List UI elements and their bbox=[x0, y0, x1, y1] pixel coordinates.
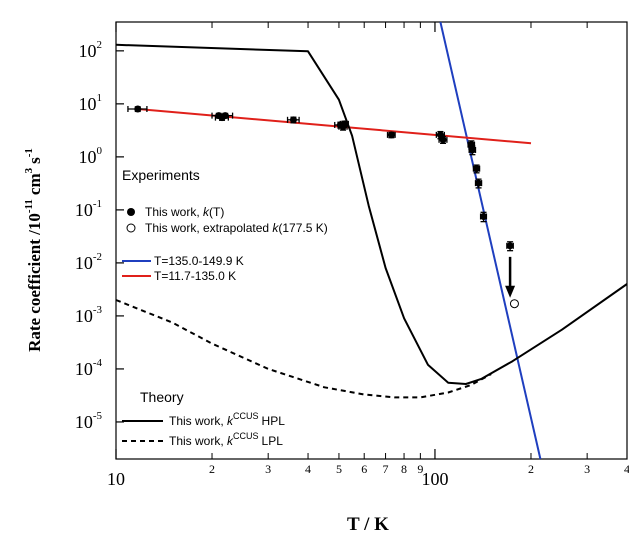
series-line-5 bbox=[115, 299, 492, 399]
x-minor-tick-label: 3 bbox=[584, 462, 590, 476]
data-points bbox=[127, 105, 519, 309]
legend-experiments: Experiments This work, k(T) This work, e… bbox=[122, 167, 328, 235]
legend-theory: Theory This work, kCCUS HPL This work, kC… bbox=[122, 389, 285, 448]
y-tick-label: 101 bbox=[79, 92, 103, 114]
y-tick-label: 100 bbox=[79, 145, 103, 167]
axis-ticks: 10 100 2 3 4 5 6 7 8 9 2 3 4 102 101 100 10-1 10-2 10-3 10-… bbox=[75, 22, 629, 489]
y-tick-label: 10-5 bbox=[75, 410, 103, 432]
data-point bbox=[439, 136, 447, 144]
arrow-annotation bbox=[505, 256, 516, 298]
y-tick-label: 10-3 bbox=[75, 304, 103, 326]
x-minor-tick-label: 7 bbox=[383, 462, 389, 476]
x-minor-tick-label: 2 bbox=[528, 462, 534, 476]
extrapolated-point bbox=[509, 299, 519, 309]
x-minor-tick-label: 5 bbox=[336, 462, 342, 476]
y-tick-label: 102 bbox=[79, 39, 103, 61]
legend-theory-heading: Theory bbox=[140, 389, 184, 405]
data-point bbox=[387, 131, 395, 139]
legend-fit-item-1: T=135.0-149.9 K bbox=[154, 254, 244, 268]
data-point bbox=[221, 112, 229, 120]
x-minor-tick-label: 4 bbox=[305, 462, 311, 476]
y-tick-label: 10-4 bbox=[75, 357, 103, 379]
data-point bbox=[475, 179, 483, 187]
legend-experiments-item-2: This work, extrapolated k(177.5 K) bbox=[145, 221, 328, 235]
arrow-head bbox=[505, 285, 516, 298]
legend-experiments-heading: Experiments bbox=[122, 167, 200, 183]
legend-filled-marker bbox=[127, 208, 135, 216]
series-line-4 bbox=[115, 43, 628, 385]
legend-open-marker bbox=[126, 223, 136, 233]
series-line-2 bbox=[439, 21, 542, 460]
y-tick-label: 10-1 bbox=[75, 198, 102, 220]
x-minor-tick-label: 9 bbox=[417, 462, 423, 476]
legend-fit-item-2: T=11.7-135.0 K bbox=[154, 269, 236, 283]
data-point bbox=[473, 165, 481, 173]
x-minor-tick-label: 2 bbox=[209, 462, 215, 476]
x-minor-tick-label: 3 bbox=[265, 462, 271, 476]
data-point bbox=[340, 120, 348, 128]
data-point bbox=[468, 146, 476, 154]
x-tick-label: 100 bbox=[421, 469, 448, 489]
curves bbox=[115, 21, 628, 460]
legend-experiments-item-1: This work, k(T) bbox=[145, 205, 224, 219]
data-point bbox=[134, 105, 142, 113]
legend-fits: T=135.0-149.9 K T=11.7-135.0 K bbox=[122, 254, 244, 283]
y-tick-label: 10-2 bbox=[75, 251, 102, 273]
y-axis-label: Rate coefficient /10-11cm3s-1 bbox=[23, 148, 44, 352]
legend-theory-hpl: This work, kCCUS HPL bbox=[169, 411, 285, 428]
data-point bbox=[289, 116, 297, 124]
data-point bbox=[480, 213, 488, 221]
x-minor-tick-label: 6 bbox=[361, 462, 367, 476]
legend-theory-lpl: This work, kCCUS LPL bbox=[169, 431, 283, 448]
x-axis-label: T / K bbox=[347, 514, 389, 535]
data-point bbox=[506, 242, 514, 250]
plot-frame bbox=[115, 21, 628, 460]
x-tick-label: 10 bbox=[107, 469, 125, 489]
x-minor-tick-label: 8 bbox=[401, 462, 407, 476]
x-minor-tick-label: 4 bbox=[624, 462, 629, 476]
